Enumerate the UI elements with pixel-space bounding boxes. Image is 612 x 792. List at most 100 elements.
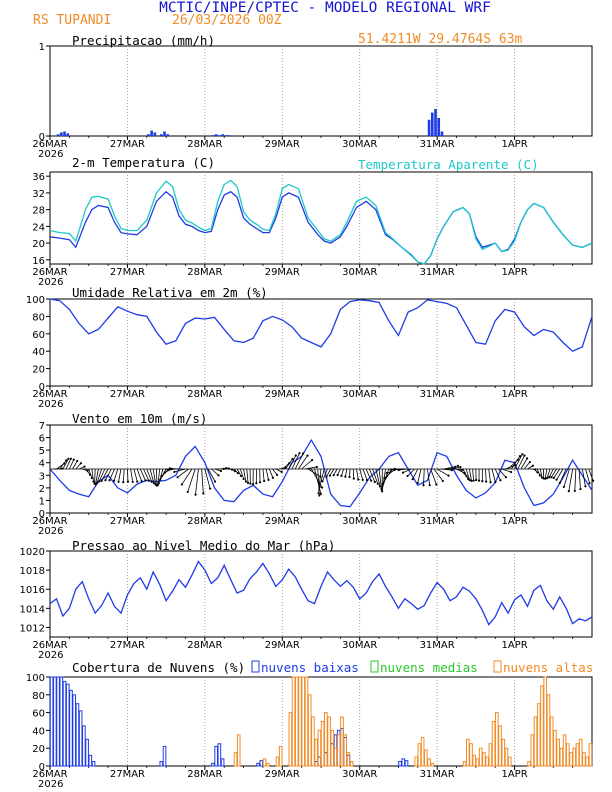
wind-title: Vento em 10m (m/s) <box>72 411 207 426</box>
wind-barb-head <box>263 479 266 483</box>
rh-y-tick-label: 20 <box>32 365 45 376</box>
clouds-bar <box>327 716 331 767</box>
wind-y-tick-label: 4 <box>39 459 45 470</box>
wind-barb-head <box>328 474 332 477</box>
precip-x-tick-label: 28MAR <box>187 139 222 150</box>
clouds-bar <box>469 743 473 767</box>
wind-barb <box>520 458 528 470</box>
wind-barb <box>62 458 69 470</box>
clouds-bar <box>549 716 554 767</box>
legend-mid-swatch <box>370 660 379 673</box>
wind-barb <box>407 468 415 477</box>
wind-barb <box>187 468 196 493</box>
wind-barb <box>262 468 265 482</box>
rh-x-tick-label: 31MAR <box>420 389 455 400</box>
wind-barb <box>539 468 543 478</box>
temp-y-tick-label: 28 <box>32 206 45 217</box>
precip-panel: Precipitacao (mm/h) 26MAR 27MAR 28MAR 29MAR… <box>32 33 593 160</box>
clouds-bar <box>462 761 467 767</box>
legend-low-label: nuvens baixas <box>261 660 359 675</box>
clouds-y-tick-label: 40 <box>32 726 45 737</box>
wind-barb-head <box>558 481 561 484</box>
wind-barb <box>130 468 134 482</box>
wind-y-tick-label: 1 <box>39 496 45 507</box>
wind-barb <box>282 462 290 470</box>
temp-x-tick-label: 28MAR <box>187 267 222 278</box>
clouds-bar <box>72 694 77 767</box>
wind-barb-head <box>406 474 409 478</box>
header-title: MCTIC/INPE/CPTEC - MODELO REGIONAL WRF <box>159 0 491 16</box>
clouds-bar <box>482 752 486 767</box>
precip-bar <box>430 112 434 136</box>
clouds-bar <box>78 710 83 767</box>
wind-barb-head <box>504 476 508 479</box>
wind-barb-head <box>140 479 143 483</box>
wind-barb <box>433 468 444 482</box>
temp-year-label: 2026 <box>38 277 63 288</box>
wind-barb-head <box>373 480 376 484</box>
wind-barb <box>319 468 325 488</box>
wind-barb <box>417 468 422 484</box>
wind-barb <box>517 455 525 470</box>
wind-barb-head <box>144 479 147 482</box>
wind-barb <box>511 455 521 470</box>
clouds-bar <box>475 758 480 767</box>
wind-barb-head <box>79 462 83 465</box>
wind-barb-head <box>321 480 324 483</box>
wind-barb <box>236 468 242 477</box>
clouds-bar <box>333 747 338 767</box>
clouds-bar <box>298 676 302 767</box>
wind-barb <box>485 468 487 482</box>
clouds-bar <box>424 749 428 767</box>
wind-barb-head <box>545 477 549 480</box>
clouds-bar <box>214 745 218 767</box>
wind-barb-head <box>65 459 68 462</box>
wind-barb-head <box>131 480 134 484</box>
clouds-bar <box>75 703 80 767</box>
wind-barb-head <box>236 472 239 475</box>
wind-barb-head <box>255 482 258 485</box>
temp-x-tick-label: 30MAR <box>342 267 377 278</box>
wind-barb <box>362 468 368 481</box>
wind-barb <box>465 468 471 481</box>
rh-y-tick-label: 80 <box>32 312 45 323</box>
humidity-panel: Umidade Relativa em 2m (%) 26MAR 27MAR 28M… <box>26 285 593 410</box>
wind-barb <box>152 468 157 485</box>
legend-mid-label: nuvens medias <box>380 660 478 675</box>
pressure-y-tick-label: 1012 <box>20 623 45 634</box>
clouds-bar <box>530 734 535 767</box>
clouds-y-tick-label: 60 <box>32 709 45 720</box>
clouds-bar <box>546 694 551 767</box>
wind-barb <box>159 468 167 480</box>
wind-barb <box>85 468 91 476</box>
clouds-panel: Cobertura de Nuvens (%) nuvens baixas nu… <box>26 660 593 790</box>
precip-x-tick-label: 30MAR <box>342 139 377 150</box>
wind-barb-head <box>422 484 425 487</box>
wind-barb-head <box>318 485 321 489</box>
clouds-bar <box>582 752 586 767</box>
wind-barb <box>563 468 570 487</box>
wind-barb <box>436 468 449 477</box>
wind-barb-head <box>401 471 405 474</box>
wind-barb-head <box>380 490 384 493</box>
wind-barb-head <box>294 454 297 457</box>
temp-x-tick-label: 31MAR <box>420 267 455 278</box>
legend-low-swatch <box>251 660 260 673</box>
wind-barb-head <box>100 479 103 483</box>
wind-barb-head <box>336 473 339 477</box>
clouds-bar <box>69 689 73 767</box>
precip-bar <box>440 131 444 136</box>
temp-y-tick-label: 20 <box>32 239 45 250</box>
clouds-bar <box>585 756 589 767</box>
clouds-bar <box>504 747 509 767</box>
wind-barb <box>285 458 293 470</box>
wind-barb-head <box>475 478 478 482</box>
wind-barb <box>412 468 419 480</box>
wind-barb-head <box>246 481 250 484</box>
wind-barb <box>246 468 249 483</box>
clouds-bar <box>414 756 418 767</box>
wind-barb-head <box>298 452 301 455</box>
wind-barb-head <box>76 459 79 463</box>
legend-high-swatch <box>493 660 502 673</box>
temp-y-tick-label: 32 <box>32 189 45 200</box>
